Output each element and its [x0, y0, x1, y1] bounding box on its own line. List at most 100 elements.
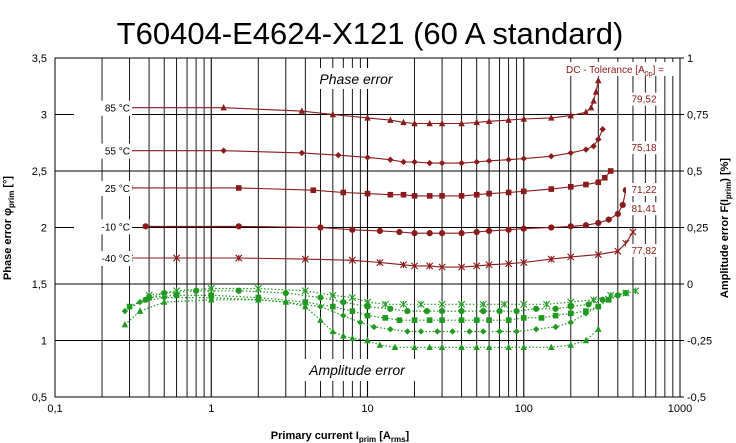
phase-point	[587, 104, 595, 111]
y-axis-left-ticks: 0,5 1 1,5 2 2,5 3 3,5	[32, 53, 47, 404]
phase-point	[520, 115, 527, 122]
amplitude-point	[329, 327, 337, 335]
amplitude-point	[466, 328, 473, 335]
tolerance-label-box	[554, 62, 676, 76]
amplitude-point	[317, 303, 324, 310]
phase-point	[376, 258, 384, 267]
y-right-tick-label: -0,25	[687, 336, 712, 348]
phase-point	[329, 110, 337, 118]
y-axis-right-label: Amplitude error F(Iprim) [%]	[719, 158, 733, 299]
phase-point	[335, 151, 342, 159]
phase-point	[411, 230, 418, 237]
phase-point	[301, 255, 309, 263]
phase-point	[220, 104, 227, 111]
phase-point	[548, 153, 555, 160]
phase-point	[505, 116, 512, 123]
y-axis-left-label: Phase error φprim [°]	[2, 176, 16, 281]
phase-point	[298, 149, 306, 157]
phase-point	[438, 159, 446, 167]
amplitude-point	[458, 343, 465, 350]
phase-point	[567, 111, 574, 119]
phase-point	[548, 114, 555, 121]
amplitude-point	[479, 300, 487, 308]
amplitude-point	[145, 291, 153, 299]
phase-point	[599, 125, 606, 133]
temperature-label-box	[74, 180, 132, 196]
amplitude-point	[387, 305, 394, 312]
phase-point	[235, 185, 242, 191]
x-tick-label: 100	[515, 403, 533, 415]
temperature-label: 25 °C	[105, 184, 130, 195]
series-labels: 85 °C 79,52 55 °C 75,18 25 °C 71,22 -10 °C 81,4…	[74, 92, 662, 267]
phase-point	[548, 224, 555, 231]
phase-point	[590, 97, 597, 104]
y-left-tick-label: 2	[41, 223, 47, 235]
phase-point	[399, 261, 408, 269]
phase-point	[438, 263, 446, 271]
amplitude-point	[458, 308, 465, 315]
phase-point	[595, 76, 602, 84]
amplitude-point	[381, 300, 389, 308]
amplitude-point	[161, 298, 168, 305]
phase-series-line	[145, 190, 627, 234]
amplitude-point	[404, 328, 411, 335]
y-right-tick-label: 0,5	[687, 166, 702, 178]
amplitude-point	[438, 308, 446, 315]
amplitude-point	[548, 343, 555, 350]
y-right-tick-label: 0	[687, 279, 693, 291]
phase-point	[298, 107, 306, 114]
phase-point	[595, 219, 602, 227]
phase-point	[235, 223, 242, 230]
phase-point	[340, 189, 347, 196]
amplitude-point	[423, 308, 431, 315]
phase-point	[594, 251, 602, 259]
phase-point	[582, 146, 590, 153]
amplitude-label-box	[298, 359, 416, 381]
amplitude-point	[500, 300, 508, 308]
phase-point	[348, 256, 356, 264]
amplitude-point	[513, 328, 520, 335]
amplitude-point	[486, 317, 492, 323]
phase-point	[458, 193, 465, 199]
phase-point	[485, 157, 493, 165]
phase-point	[567, 184, 574, 190]
amplitude-point	[317, 294, 324, 301]
phase-point	[505, 156, 512, 163]
tolerance-value-box	[626, 183, 662, 196]
phase-point	[317, 224, 324, 231]
amplitude-point	[282, 289, 289, 297]
y-left-tick-label: 3,5	[32, 53, 47, 65]
amplitude-point	[480, 308, 487, 315]
y-left-tick-label: 1	[41, 336, 47, 348]
phase-point	[592, 88, 600, 95]
amplitude-point	[207, 284, 215, 293]
amplitude-point	[496, 328, 503, 335]
phase-point	[486, 190, 492, 197]
phase-point	[426, 230, 433, 237]
amplitude-point	[399, 300, 408, 308]
phase-point	[473, 158, 480, 166]
amplitude-point	[173, 292, 180, 299]
phase-point	[629, 228, 637, 236]
amplitude-point	[552, 305, 559, 312]
amplitude-point	[417, 328, 425, 335]
amplitude-point	[505, 317, 512, 323]
phase-point	[505, 260, 513, 268]
phase-point	[590, 142, 597, 150]
phase-point	[520, 225, 527, 232]
phase-point	[520, 155, 527, 162]
amplitude-point	[387, 326, 394, 333]
phase-point	[485, 227, 493, 234]
y-left-tick-label: 0,5	[32, 392, 47, 404]
temperature-label-box	[74, 143, 132, 159]
amplitude-point	[364, 303, 371, 310]
x-tick-label: 1	[208, 403, 214, 415]
amplitude-point	[438, 343, 446, 350]
amplitude-point	[426, 317, 433, 323]
phase-point	[235, 254, 243, 262]
phase-point	[595, 179, 602, 186]
amplitude-point	[567, 298, 575, 306]
phase-point	[548, 186, 555, 192]
amplitude-point	[364, 336, 371, 344]
